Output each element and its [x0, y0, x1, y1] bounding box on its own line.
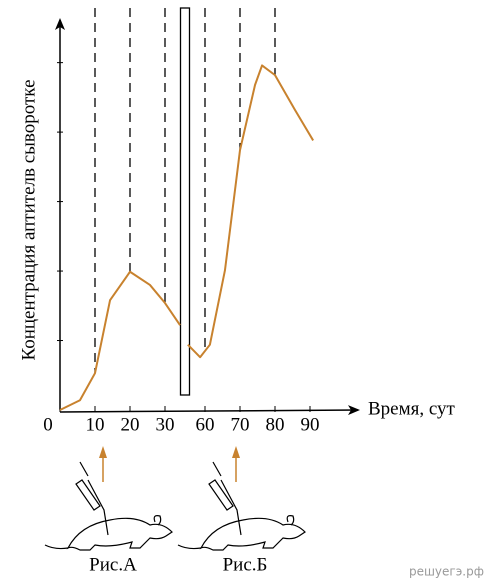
- x-tick-label: 20: [121, 414, 140, 435]
- x-tick-label: 60: [196, 414, 215, 435]
- curve: [59, 64, 315, 411]
- injection-arrowhead: [232, 446, 240, 458]
- mice-illustration: [44, 461, 306, 551]
- x-tick-label: 70: [231, 414, 250, 435]
- x-tick-label: 30: [156, 414, 175, 435]
- y-axis-title: Концентрация аптителв сыворотке: [18, 79, 39, 360]
- figure-label: Рис.Б: [223, 554, 268, 575]
- figure-label: Рис.А: [89, 554, 137, 575]
- x-tick-label: 10: [86, 414, 105, 435]
- axis-break: [179, 7, 191, 396]
- x-axis-title: Время, сут: [368, 398, 456, 419]
- injection-arrowhead: [99, 446, 107, 458]
- watermark: решуегэ.рф: [409, 565, 484, 579]
- x-tick-label: 90: [301, 414, 320, 435]
- x-axis: [59, 405, 360, 416]
- x-tick-label: 0: [43, 414, 53, 435]
- x-tick-label: 80: [266, 414, 285, 435]
